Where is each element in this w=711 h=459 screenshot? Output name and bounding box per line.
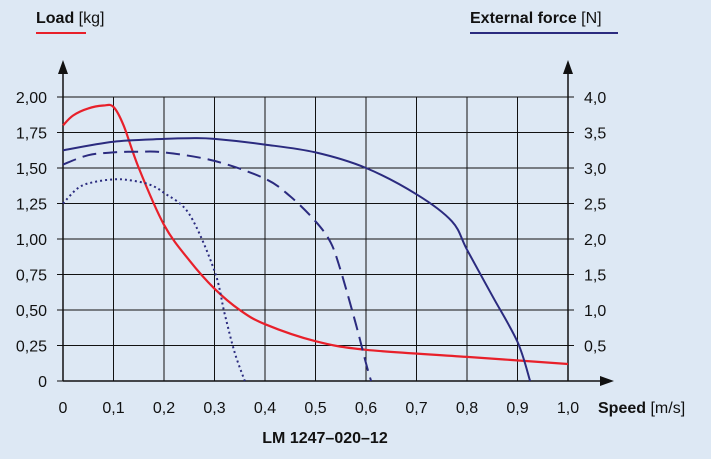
x-axis-name: Speed <box>598 400 647 417</box>
x-tick-label: 0 <box>59 400 68 417</box>
right-axis-title: External force [N] <box>470 10 602 28</box>
right-tick-label: 4,0 <box>584 90 606 107</box>
left-axis-title: Load [kg] <box>36 10 104 28</box>
right-tick-label: 2,5 <box>584 197 606 214</box>
force-series-line-dashed <box>62 150 373 382</box>
x-axis-unit: [m/s] <box>650 400 686 417</box>
left-axis-unit: [kg] <box>78 10 105 27</box>
force-series-line-solid <box>62 137 532 382</box>
left-tick-label: 0 <box>38 374 47 391</box>
right-tick-label: 3,5 <box>584 126 606 143</box>
right-tick-label: 2,0 <box>584 232 606 249</box>
right-tick-label: 0,5 <box>584 339 606 356</box>
left-axis-name: Load <box>36 10 75 27</box>
x-tick-label: 0,2 <box>153 400 175 417</box>
load-series-line <box>62 103 569 366</box>
x-tick-label: 1,0 <box>557 400 579 417</box>
right-axis-name: External force <box>470 10 577 27</box>
x-axis-title: Speed [m/s] <box>598 400 685 418</box>
left-tick-label: 1,75 <box>16 126 47 143</box>
tick-labels: 0 0,1 0,2 0,3 0,4 0,5 0,6 0,7 0,8 0,9 1,000,250,50… <box>16 90 606 417</box>
left-tick-label: 1,25 <box>16 197 47 214</box>
chart-footer-code: LM 1247–020–12 <box>262 430 388 447</box>
left-axis-legend-line <box>36 32 86 34</box>
right-tick-label: 3,0 <box>584 161 606 178</box>
left-tick-label: 1,50 <box>16 161 47 178</box>
left-tick-label: 2,00 <box>16 90 47 107</box>
left-tick-label: 0,75 <box>16 268 47 285</box>
right-tick-label: 1,5 <box>584 268 606 285</box>
x-tick-label: 0,5 <box>304 400 326 417</box>
right-axis-legend-line <box>470 32 618 34</box>
x-tick-label: 0,8 <box>456 400 478 417</box>
x-tick-label: 0,1 <box>102 400 124 417</box>
left-tick-label: 0,25 <box>16 339 47 356</box>
chart-grid <box>63 96 569 381</box>
x-tick-label: 0,3 <box>203 400 225 417</box>
left-tick-label: 0,50 <box>16 303 47 320</box>
x-tick-label: 0,6 <box>355 400 377 417</box>
x-tick-label: 0,7 <box>405 400 427 417</box>
x-tick-label: 0,4 <box>254 400 276 417</box>
right-axis-arrow <box>563 60 573 74</box>
x-axis-arrow <box>600 376 614 386</box>
right-axis-unit: [N] <box>581 10 602 27</box>
x-tick-label: 0,9 <box>506 400 528 417</box>
left-axis-arrow <box>58 60 68 74</box>
left-tick-label: 1,00 <box>16 232 47 249</box>
right-tick-label: 1,0 <box>584 303 606 320</box>
chart-axes <box>57 60 614 386</box>
force-series-line-dotted <box>62 178 246 382</box>
chart-series <box>62 103 569 382</box>
